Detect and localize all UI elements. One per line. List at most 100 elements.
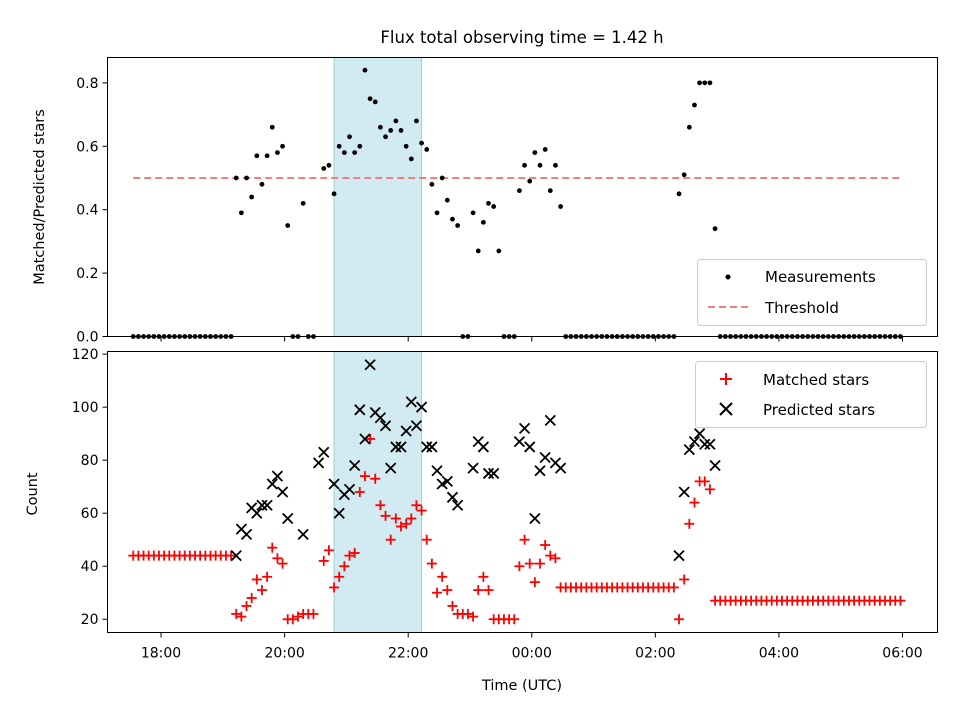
predicted-star-stroke-b: [395, 441, 407, 453]
matched-star-point: [473, 585, 484, 596]
predicted-star-stroke-b: [400, 425, 412, 437]
predicted-star-point: [467, 462, 479, 474]
matched-star-point: [442, 585, 453, 596]
predicted-star-stroke-b: [374, 412, 387, 424]
bottom-legend-box: [695, 361, 927, 428]
bottom-y-tick-label: 120: [72, 347, 99, 363]
top-axes-frame: [107, 57, 938, 337]
matched-star-point: [226, 550, 237, 561]
predicted-star-point: [410, 420, 423, 432]
predicted-star-point: [709, 459, 721, 472]
bottom-x-tick-label: 02:00: [635, 646, 675, 662]
measurement-point: [444, 197, 450, 203]
predicted-star-stroke-b: [482, 467, 495, 480]
predicted-star-stroke-b: [246, 502, 258, 514]
top-axis-ticks: 0.0 0.2 0.4 0.6 0.8: [76, 76, 903, 346]
matched-star-point: [318, 555, 329, 566]
matched-star-point: [699, 476, 710, 487]
bottom-x-tick-label: 20:00: [264, 646, 304, 662]
matched-star-point: [421, 534, 432, 545]
matched-star-point: [437, 571, 448, 582]
matched-star-point: [545, 550, 556, 561]
bottom-x-tick-label: 04:00: [759, 646, 799, 662]
predicted-star-stroke-b: [251, 507, 263, 519]
predicted-star-stroke-b: [477, 441, 490, 453]
matched-star-point: [432, 587, 443, 598]
predicted-star-stroke-b: [467, 462, 479, 474]
measurement-point: [285, 223, 291, 228]
predicted-star-point: [405, 396, 417, 408]
matched-star-point: [468, 611, 479, 622]
predicted-star-stroke-b: [472, 435, 484, 448]
predicted-star-point: [699, 438, 711, 450]
predicted-star-point: [446, 491, 459, 503]
bottom-x-axis-label: Time (UTC): [481, 678, 562, 694]
measurement-point: [362, 67, 368, 73]
predicted-star-stroke-b: [235, 523, 248, 535]
bottom-y-axis-label: Count: [25, 472, 41, 515]
predicted-star-stroke-b: [390, 441, 402, 453]
measurement-point: [486, 200, 491, 206]
matched-star-point: [519, 534, 530, 545]
measurement-point: [496, 248, 502, 254]
measurement-point: [558, 204, 564, 209]
predicted-star-stroke-b: [405, 396, 417, 408]
predicted-star-stroke-b: [359, 433, 371, 445]
predicted-star-point: [704, 438, 716, 450]
predicted-star-stroke-b: [349, 459, 361, 472]
predicted-star-stroke-b: [364, 359, 376, 371]
predicted-star-stroke-b: [683, 443, 695, 456]
matched-star-point: [411, 500, 422, 511]
measurement-point: [439, 175, 445, 181]
bottom-legend: Matched stars Predicted stars: [695, 361, 927, 428]
predicted-star-point: [354, 404, 366, 416]
bottom-x-tick-label: 22:00: [388, 646, 428, 662]
predicted-star-point: [400, 425, 412, 437]
predicted-star-stroke-b: [678, 486, 690, 498]
measurement-point: [269, 124, 275, 130]
predicted-star-point: [482, 467, 495, 480]
matched-star-point: [262, 571, 273, 582]
matched-star-point: [380, 510, 391, 521]
measurement-point: [300, 200, 306, 206]
predicted-star-stroke-b: [230, 549, 242, 562]
measurement-point: [450, 216, 455, 222]
predicted-star-point: [673, 549, 685, 562]
predicted-star-stroke-b: [271, 470, 284, 482]
top-legend-measurements-marker: [725, 274, 731, 280]
matched-star-point: [401, 518, 412, 529]
matched-star-point: [535, 558, 546, 569]
measurement-point: [429, 181, 435, 187]
measurement-point: [712, 226, 718, 232]
predicted-star-stroke-b: [441, 475, 453, 488]
measurement-point: [491, 204, 497, 209]
top-y-tick-label: 0.0: [76, 330, 98, 346]
predicted-star-stroke-b: [488, 467, 500, 480]
predicted-star-point: [451, 499, 464, 511]
matched-star-point: [344, 550, 355, 561]
top-legend-measurements-label: Measurements: [765, 268, 876, 286]
predicted-star-stroke-b: [318, 446, 330, 458]
measurement-point: [383, 134, 388, 140]
predicted-star-stroke-b: [549, 457, 562, 469]
predicted-star-point: [426, 441, 438, 453]
measurement-point: [419, 140, 424, 146]
measurement-point: [259, 181, 265, 187]
matched-star-point: [524, 558, 535, 569]
predicted-star-stroke-b: [554, 462, 567, 474]
predicted-star-stroke-b: [354, 404, 366, 416]
matched-star-point: [323, 545, 334, 556]
measurement-point: [388, 128, 394, 133]
predicted-star-point: [415, 401, 428, 413]
measurement-point: [414, 118, 419, 124]
predicted-star-point: [688, 435, 701, 448]
predicted-star-point: [513, 435, 526, 448]
measurement-point: [686, 124, 692, 130]
measurement-point: [527, 178, 533, 184]
matched-star-point: [241, 600, 252, 611]
predicted-star-stroke-b: [513, 435, 526, 448]
measurement-point: [398, 128, 404, 133]
matched-star-point: [684, 518, 695, 529]
matched-star-point: [679, 574, 690, 585]
